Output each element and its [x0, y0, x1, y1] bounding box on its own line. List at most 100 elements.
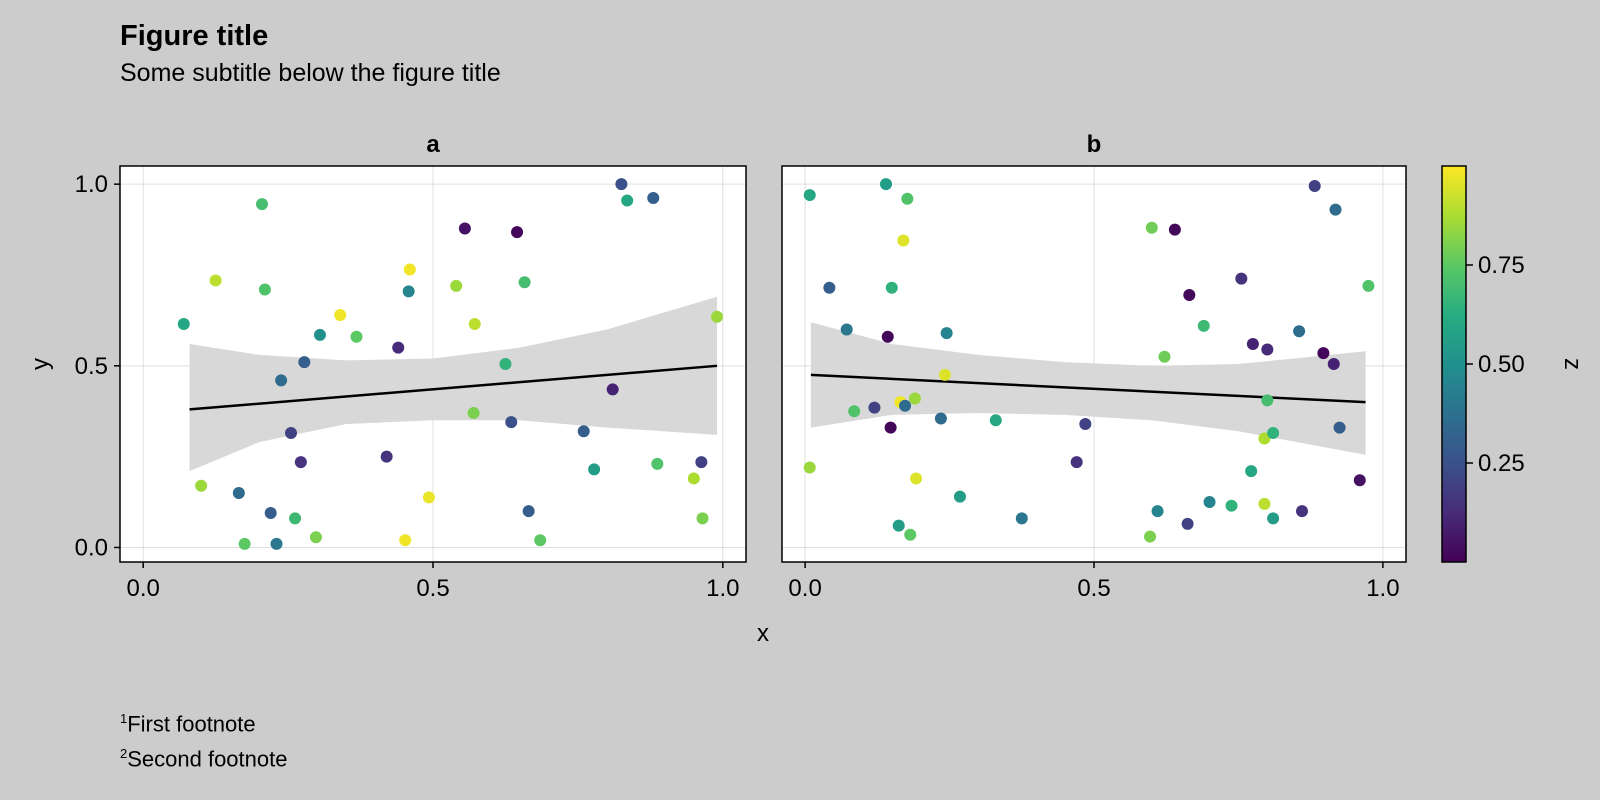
footnote-1: 1First footnote [120, 704, 287, 739]
colorbar-tick-label: 0.25 [1478, 450, 1525, 477]
scatter-point [989, 414, 1002, 427]
scatter-point [953, 490, 966, 503]
panel-title: b [1087, 131, 1102, 158]
scatter-point [687, 472, 700, 485]
scatter-point [651, 457, 664, 470]
footnote-2-mark: 2 [120, 746, 128, 762]
footnote-2-text: Second footnote [127, 746, 288, 772]
scatter-point [880, 178, 892, 191]
scatter-point [901, 192, 914, 205]
scatter-point [823, 281, 836, 294]
panel-b: b 0.0 0.5 1.0 [781, 131, 1407, 602]
scatter-point [1070, 456, 1083, 469]
scatter-point [1317, 347, 1330, 360]
scatter-point [892, 519, 905, 532]
x-tick-label: 0.5 [416, 575, 449, 602]
scatter-point [848, 405, 861, 418]
scatter-point [380, 450, 393, 463]
scatter-point [1329, 203, 1342, 216]
scatter-point [195, 479, 208, 492]
scatter-point [897, 234, 910, 247]
scatter-point [1181, 517, 1194, 530]
scatter-point [499, 358, 512, 370]
colorbar-fill [1442, 166, 1466, 562]
scatter-point [1261, 394, 1274, 407]
scatter-point [1353, 474, 1366, 487]
confidence-band [189, 296, 718, 472]
scatter-point [399, 534, 412, 547]
scatter-point [522, 505, 535, 518]
scatter-point [1333, 421, 1346, 434]
scatter-point [518, 276, 531, 289]
scatter-point [505, 416, 518, 429]
scatter-point [1258, 497, 1271, 510]
scatter-point [1015, 512, 1028, 525]
scatter-point [647, 191, 660, 204]
scatter-point [309, 531, 322, 544]
scatter-point [904, 528, 917, 541]
scatter-point [468, 318, 481, 331]
scatter-point [467, 407, 480, 420]
colorbar-tick-label: 0.50 [1478, 351, 1525, 378]
scatter-point [577, 425, 590, 438]
scatter-point [1327, 358, 1340, 370]
scatter-point [1246, 338, 1259, 351]
scatter-point [403, 263, 416, 276]
scatter-point [1235, 272, 1248, 285]
scatter-point [934, 412, 947, 425]
scatter-point [511, 226, 524, 239]
scatter-point [534, 534, 547, 547]
scatter-point [868, 401, 881, 414]
scatter-point [298, 356, 311, 369]
fit-line [189, 364, 718, 411]
footnote-2: 2Second footnote [120, 739, 287, 774]
colorbar: 0.25 0.50 0.75 z [1441, 165, 1586, 563]
scatter-point [1293, 325, 1306, 338]
colorbar-tick-label: 0.75 [1478, 252, 1525, 279]
scatter-point [209, 274, 222, 287]
figure-subtitle: Some subtitle below the figure title [120, 59, 501, 87]
x-tick-label: 0.5 [1077, 575, 1110, 602]
scatter-point [588, 463, 601, 476]
scatter-point [1261, 343, 1274, 356]
scatter-point [695, 456, 708, 469]
scatter-point [711, 310, 724, 323]
scatter-point [1145, 221, 1158, 234]
scatter-point [294, 456, 307, 469]
scatter-point [1183, 288, 1196, 301]
scatter-point [1151, 505, 1164, 518]
scatter-point [1168, 223, 1181, 236]
scatter-point [881, 330, 894, 343]
scatter-point [1258, 432, 1271, 445]
scatter-point [910, 472, 923, 485]
scatter-point [696, 512, 709, 525]
scatter-point [1267, 512, 1280, 525]
scatter-point [938, 368, 951, 381]
scatter-point [289, 512, 302, 525]
footnote-1-text: First footnote [127, 711, 256, 737]
footnote-1-mark: 1 [120, 711, 128, 726]
scatter-point [177, 318, 190, 331]
scatter-point [334, 308, 347, 321]
scatter-point [458, 222, 471, 235]
footnotes: 1First footnote 2Second footnote [120, 704, 287, 775]
scatter-point [402, 285, 415, 298]
scatter-point [1079, 417, 1092, 430]
panel-a: a 0.0 0.5 1.0 0.0 0.5 1.0 [75, 131, 747, 602]
scatter-point [422, 491, 435, 504]
scatter-point [1197, 319, 1210, 332]
scatter-point [940, 327, 953, 340]
scatter-point [1362, 279, 1375, 292]
scatter-point [1308, 179, 1321, 192]
scatter-point [1158, 350, 1171, 363]
scatter-point [1267, 427, 1280, 440]
scatter-point [392, 341, 405, 354]
scatter-point [803, 461, 816, 474]
scatter-point [264, 506, 277, 519]
y-tick-label: 0.0 [75, 534, 108, 561]
scatter-point [350, 330, 363, 343]
scatter-point [270, 537, 283, 550]
scatter-point [238, 537, 251, 550]
scatter-point [256, 198, 269, 211]
